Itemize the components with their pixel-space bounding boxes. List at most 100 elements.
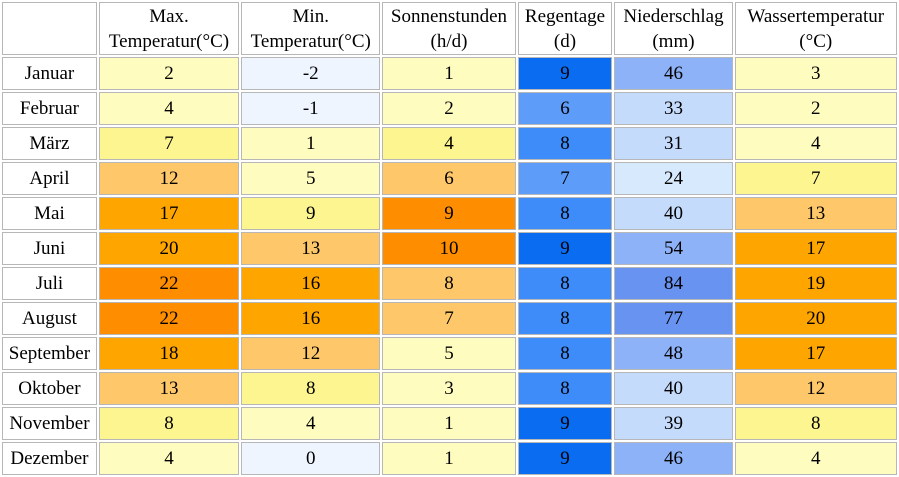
month-label: März bbox=[2, 127, 97, 160]
header-min-temperature: Min. Temperatur(°C) bbox=[241, 2, 381, 55]
sunshine-hours-cell: 4 bbox=[382, 127, 516, 160]
table-row: Juni 20 13 10 9 54 17 bbox=[2, 232, 897, 265]
min-temperature-cell: 8 bbox=[241, 372, 381, 405]
header-max-temperature: Max. Temperatur(°C) bbox=[98, 2, 240, 55]
min-temperature-cell: 16 bbox=[241, 267, 381, 300]
min-temperature-cell: -1 bbox=[241, 92, 381, 125]
month-label: Januar bbox=[2, 57, 97, 90]
month-label: August bbox=[2, 302, 97, 335]
header-row: Max. Temperatur(°C) Min. Temperatur(°C) So… bbox=[2, 2, 897, 55]
table-row: November 8 4 1 9 39 8 bbox=[2, 407, 897, 440]
precipitation-cell: 77 bbox=[614, 302, 733, 335]
header-precipitation: Niederschlag (mm) bbox=[614, 2, 733, 55]
table-header: Max. Temperatur(°C) Min. Temperatur(°C) So… bbox=[2, 2, 897, 55]
precipitation-cell: 84 bbox=[614, 267, 733, 300]
month-label: September bbox=[2, 337, 97, 370]
table-row: März 7 1 4 8 31 4 bbox=[2, 127, 897, 160]
water-temperature-cell: 3 bbox=[734, 57, 897, 90]
max-temperature-cell: 2 bbox=[98, 57, 240, 90]
max-temperature-cell: 8 bbox=[98, 407, 240, 440]
table-row: Oktober 13 8 3 8 40 12 bbox=[2, 372, 897, 405]
water-temperature-cell: 13 bbox=[734, 197, 897, 230]
month-label: April bbox=[2, 162, 97, 195]
water-temperature-cell: 19 bbox=[734, 267, 897, 300]
precipitation-cell: 48 bbox=[614, 337, 733, 370]
rain-days-cell: 8 bbox=[517, 302, 613, 335]
table-row: April 12 5 6 7 24 7 bbox=[2, 162, 897, 195]
header-sunshine-hours: Sonnenstunden (h/d) bbox=[382, 2, 516, 55]
min-temperature-cell: 1 bbox=[241, 127, 381, 160]
month-label: Oktober bbox=[2, 372, 97, 405]
precipitation-cell: 24 bbox=[614, 162, 733, 195]
table-body: Januar 2 -2 1 9 46 3 Februar 4 -1 2 6 33 2 März 7 1 4 8 31 4… bbox=[2, 57, 897, 475]
max-temperature-cell: 22 bbox=[98, 267, 240, 300]
precipitation-cell: 46 bbox=[614, 442, 733, 475]
precipitation-cell: 33 bbox=[614, 92, 733, 125]
table-row: August 22 16 7 8 77 20 bbox=[2, 302, 897, 335]
sunshine-hours-cell: 3 bbox=[382, 372, 516, 405]
rain-days-cell: 9 bbox=[517, 232, 613, 265]
precipitation-cell: 39 bbox=[614, 407, 733, 440]
min-temperature-cell: 9 bbox=[241, 197, 381, 230]
water-temperature-cell: 17 bbox=[734, 337, 897, 370]
water-temperature-cell: 4 bbox=[734, 127, 897, 160]
max-temperature-cell: 7 bbox=[98, 127, 240, 160]
month-label: Dezember bbox=[2, 442, 97, 475]
rain-days-cell: 6 bbox=[517, 92, 613, 125]
table-row: Februar 4 -1 2 6 33 2 bbox=[2, 92, 897, 125]
water-temperature-cell: 12 bbox=[734, 372, 897, 405]
sunshine-hours-cell: 10 bbox=[382, 232, 516, 265]
sunshine-hours-cell: 1 bbox=[382, 442, 516, 475]
min-temperature-cell: 4 bbox=[241, 407, 381, 440]
max-temperature-cell: 17 bbox=[98, 197, 240, 230]
table-row: September 18 12 5 8 48 17 bbox=[2, 337, 897, 370]
rain-days-cell: 8 bbox=[517, 127, 613, 160]
water-temperature-cell: 20 bbox=[734, 302, 897, 335]
water-temperature-cell: 17 bbox=[734, 232, 897, 265]
rain-days-cell: 9 bbox=[517, 57, 613, 90]
min-temperature-cell: 12 bbox=[241, 337, 381, 370]
max-temperature-cell: 13 bbox=[98, 372, 240, 405]
water-temperature-cell: 7 bbox=[734, 162, 897, 195]
max-temperature-cell: 4 bbox=[98, 442, 240, 475]
table-row: Januar 2 -2 1 9 46 3 bbox=[2, 57, 897, 90]
rain-days-cell: 7 bbox=[517, 162, 613, 195]
precipitation-cell: 46 bbox=[614, 57, 733, 90]
precipitation-cell: 54 bbox=[614, 232, 733, 265]
sunshine-hours-cell: 9 bbox=[382, 197, 516, 230]
max-temperature-cell: 20 bbox=[98, 232, 240, 265]
sunshine-hours-cell: 8 bbox=[382, 267, 516, 300]
rain-days-cell: 9 bbox=[517, 407, 613, 440]
water-temperature-cell: 8 bbox=[734, 407, 897, 440]
min-temperature-cell: 5 bbox=[241, 162, 381, 195]
header-rain-days: Regentage (d) bbox=[517, 2, 613, 55]
max-temperature-cell: 4 bbox=[98, 92, 240, 125]
month-label: November bbox=[2, 407, 97, 440]
min-temperature-cell: -2 bbox=[241, 57, 381, 90]
rain-days-cell: 8 bbox=[517, 267, 613, 300]
table-row: Juli 22 16 8 8 84 19 bbox=[2, 267, 897, 300]
sunshine-hours-cell: 6 bbox=[382, 162, 516, 195]
rain-days-cell: 9 bbox=[517, 442, 613, 475]
min-temperature-cell: 16 bbox=[241, 302, 381, 335]
month-label: Juni bbox=[2, 232, 97, 265]
water-temperature-cell: 2 bbox=[734, 92, 897, 125]
max-temperature-cell: 22 bbox=[98, 302, 240, 335]
sunshine-hours-cell: 5 bbox=[382, 337, 516, 370]
water-temperature-cell: 4 bbox=[734, 442, 897, 475]
precipitation-cell: 40 bbox=[614, 197, 733, 230]
month-label: Mai bbox=[2, 197, 97, 230]
sunshine-hours-cell: 7 bbox=[382, 302, 516, 335]
month-label: Juli bbox=[2, 267, 97, 300]
max-temperature-cell: 12 bbox=[98, 162, 240, 195]
table-row: Mai 17 9 9 8 40 13 bbox=[2, 197, 897, 230]
sunshine-hours-cell: 2 bbox=[382, 92, 516, 125]
rain-days-cell: 8 bbox=[517, 197, 613, 230]
precipitation-cell: 40 bbox=[614, 372, 733, 405]
header-corner-cell bbox=[2, 2, 97, 55]
sunshine-hours-cell: 1 bbox=[382, 57, 516, 90]
sunshine-hours-cell: 1 bbox=[382, 407, 516, 440]
month-label: Februar bbox=[2, 92, 97, 125]
table-row: Dezember 4 0 1 9 46 4 bbox=[2, 442, 897, 475]
header-water-temperature: Wassertemperatur (°C) bbox=[734, 2, 897, 55]
